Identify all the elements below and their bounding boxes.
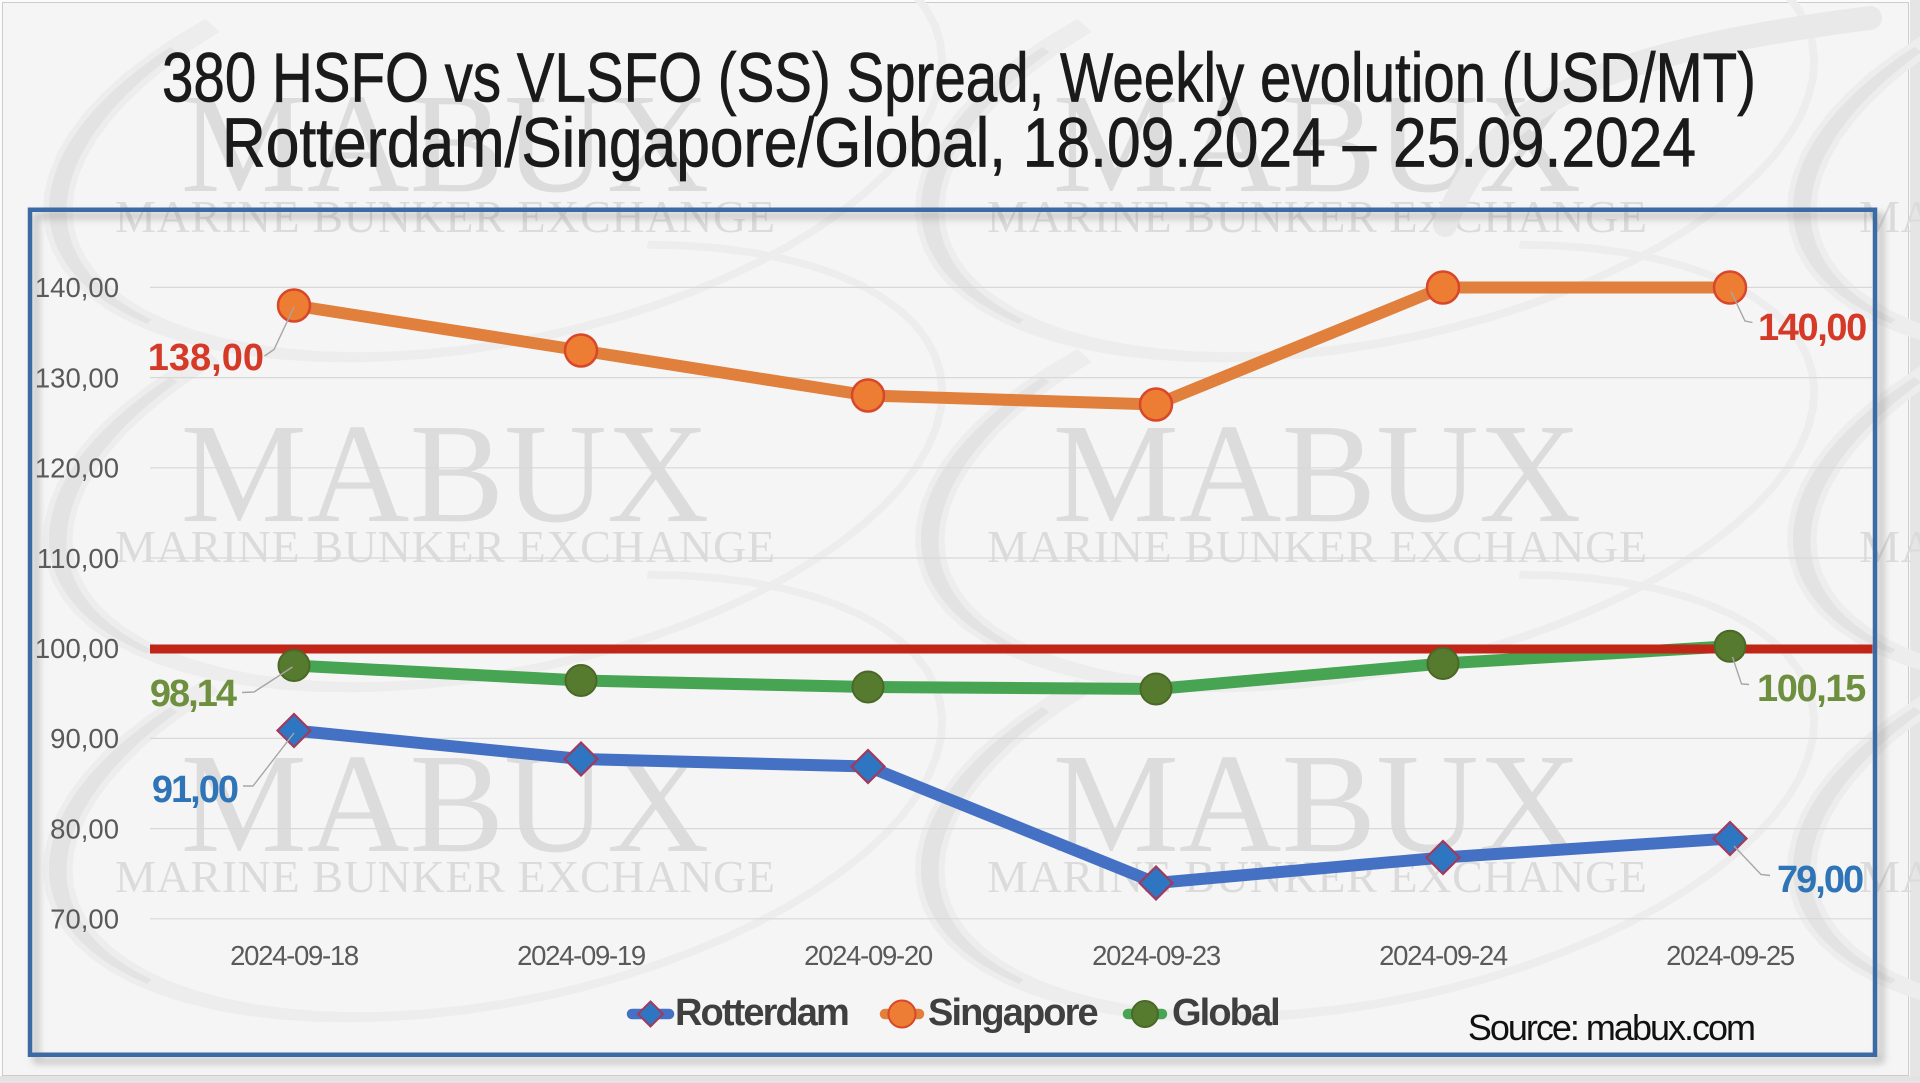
svg-text:380 HSFO vs VLSFO (SS) Spread,: 380 HSFO vs VLSFO (SS) Spread, Weekly ev… (162, 39, 1756, 117)
svg-text:Singapore: Singapore (928, 992, 1097, 1034)
svg-text:MABUX: MABUX (1053, 394, 1582, 552)
svg-text:Rotterdam: Rotterdam (675, 992, 848, 1034)
svg-text:110,00: 110,00 (37, 543, 119, 574)
svg-text:80,00: 80,00 (50, 813, 119, 844)
svg-text:91,00: 91,00 (152, 769, 238, 811)
svg-text:MARINE BUNKER EXCHANGE: MARINE BUNKER EXCHANGE (1859, 191, 1920, 242)
svg-text:2024-09-19: 2024-09-19 (517, 940, 645, 971)
svg-text:100,15: 100,15 (1757, 668, 1866, 710)
svg-text:2024-09-25: 2024-09-25 (1666, 940, 1795, 971)
svg-text:120,00: 120,00 (35, 453, 119, 484)
svg-text:MABUX: MABUX (181, 64, 710, 222)
svg-text:Source: mabux.com: Source: mabux.com (1468, 1007, 1754, 1048)
svg-text:MABUX: MABUX (181, 394, 710, 552)
svg-text:2024-09-23: 2024-09-23 (1092, 940, 1221, 971)
svg-text:70,00: 70,00 (50, 904, 119, 935)
svg-text:MARINE BUNKER EXCHANGE: MARINE BUNKER EXCHANGE (115, 851, 775, 902)
svg-text:MARINE BUNKER EXCHANGE: MARINE BUNKER EXCHANGE (115, 521, 775, 572)
svg-text:98,14: 98,14 (150, 673, 237, 715)
svg-text:MARINE BUNKER EXCHANGE: MARINE BUNKER EXCHANGE (1859, 851, 1920, 902)
svg-text:MARINE BUNKER EXCHANGE: MARINE BUNKER EXCHANGE (987, 521, 1647, 572)
svg-text:2024-09-24: 2024-09-24 (1379, 940, 1508, 971)
svg-text:2024-09-20: 2024-09-20 (804, 940, 933, 971)
svg-text:MARINE BUNKER EXCHANGE: MARINE BUNKER EXCHANGE (987, 191, 1647, 242)
svg-text:90,00: 90,00 (50, 723, 119, 754)
svg-text:Global: Global (1172, 992, 1279, 1034)
svg-text:140,00: 140,00 (1758, 307, 1866, 349)
svg-text:MARINE BUNKER EXCHANGE: MARINE BUNKER EXCHANGE (1859, 521, 1920, 572)
svg-text:79,00: 79,00 (1777, 859, 1863, 901)
svg-text:140,00: 140,00 (35, 272, 119, 303)
svg-text:Rotterdam/Singapore/Global, 18: Rotterdam/Singapore/Global, 18.09.2024 –… (222, 104, 1696, 182)
svg-text:138,00: 138,00 (148, 337, 264, 379)
svg-text:2024-09-18: 2024-09-18 (230, 940, 359, 971)
svg-text:130,00: 130,00 (35, 362, 119, 393)
svg-text:MARINE BUNKER EXCHANGE: MARINE BUNKER EXCHANGE (115, 191, 775, 242)
svg-text:100,00: 100,00 (35, 633, 119, 664)
